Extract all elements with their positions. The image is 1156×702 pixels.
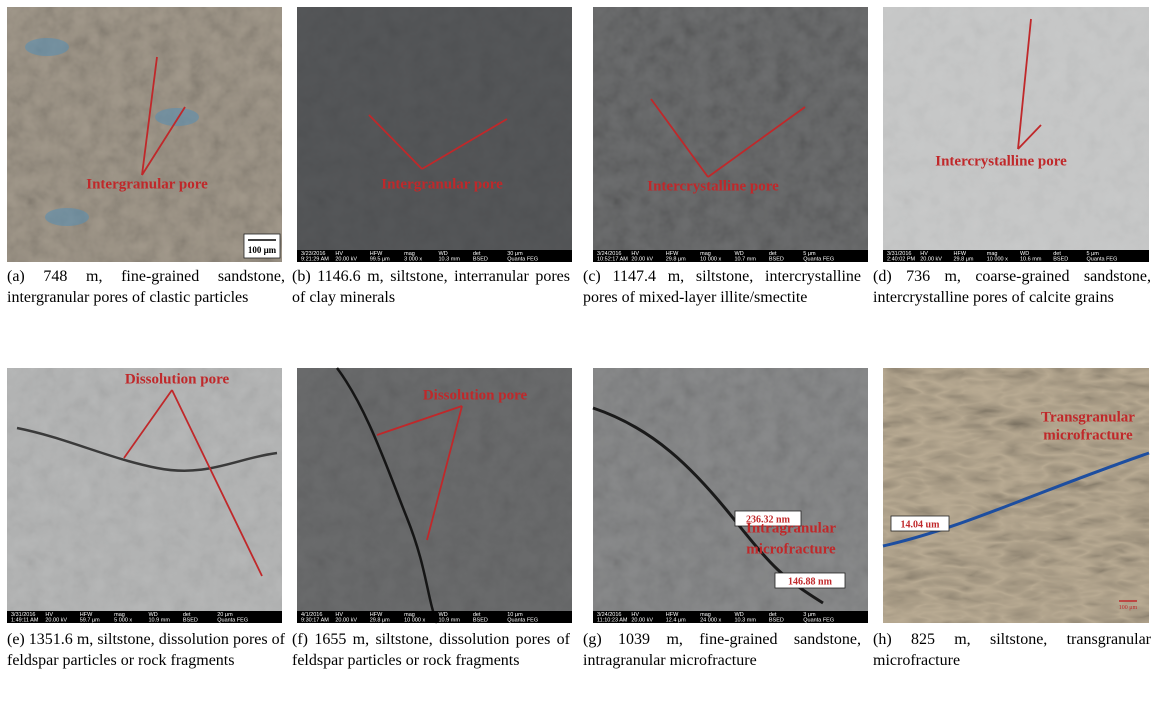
annotation-label: Intercrystalline pore xyxy=(647,178,779,194)
info-text: 20.00 kV xyxy=(335,257,357,263)
image-texture xyxy=(7,368,282,623)
annotation-label: Dissolution pore xyxy=(423,387,528,403)
info-text: 10:52:17 AM xyxy=(597,257,628,263)
info-text: 9:21:29 AM xyxy=(301,257,329,263)
image-texture xyxy=(883,7,1149,262)
info-text: 29.8 μm xyxy=(370,618,390,624)
annotation-label: Intercrystalline pore xyxy=(935,153,1067,169)
image-texture xyxy=(593,7,868,262)
pore xyxy=(25,38,69,56)
info-text: 20.00 kV xyxy=(631,618,653,624)
scale-label: 100 μm xyxy=(248,245,277,255)
micrograph: Intergranular pore 100 μm xyxy=(7,7,282,262)
info-text: 10.7 mm xyxy=(735,257,757,263)
info-text: 20.00 kV xyxy=(631,257,653,263)
info-text: Quanta FEG xyxy=(803,257,834,263)
info-text: Quanta FEG xyxy=(507,257,538,263)
info-text: 9:30:17 AM xyxy=(301,618,329,624)
image-texture xyxy=(883,368,1149,623)
info-text: BSED xyxy=(183,618,198,624)
info-text: 10.3 mm xyxy=(439,257,461,263)
caption: (h) 825 m, siltstone, transgranular micr… xyxy=(873,629,1151,671)
info-text: 29.8 μm xyxy=(954,257,974,263)
info-text: Quanta FEG xyxy=(507,618,538,624)
info-text: 99.5 μm xyxy=(370,257,390,263)
caption: (e) 1351.6 m, siltstone, dissolution por… xyxy=(7,629,285,671)
info-text: 1:49:11 AM xyxy=(11,618,39,624)
info-text: 5 000 x xyxy=(114,618,132,624)
info-text: 59.7 μm xyxy=(80,618,100,624)
info-text: BSED xyxy=(473,618,488,624)
caption: (d) 736 m, coarse-grained sandstone, int… xyxy=(873,266,1151,308)
info-text: BSED xyxy=(473,257,488,263)
info-text: 3 000 x xyxy=(404,257,422,263)
image-texture xyxy=(297,368,572,623)
figure: Intergranular pore100 μmIntergranular po… xyxy=(0,0,1156,702)
micrograph: Dissolution pore3/31/20161:49:11 AMHV20.… xyxy=(7,368,282,624)
annotation-label: microfracture xyxy=(1043,427,1133,443)
pore xyxy=(155,108,199,126)
pore xyxy=(45,208,89,226)
info-text: 24 000 x xyxy=(700,618,721,624)
info-text: Quanta FEG xyxy=(803,618,834,624)
info-text: BSED xyxy=(1053,257,1068,263)
annotation-label: microfracture xyxy=(746,541,836,557)
info-text: Quanta FEG xyxy=(217,618,248,624)
info-text: 10 000 x xyxy=(700,257,721,263)
measure-label: 14.04 um xyxy=(901,520,941,531)
caption: (a) 748 m, fine-grained sandstone, inter… xyxy=(7,266,285,308)
info-text: 10.9 mm xyxy=(439,618,461,624)
caption: (b) 1146.6 m, siltstone, interranular po… xyxy=(292,266,570,308)
info-text: BSED xyxy=(769,618,784,624)
annotation-label: Intergranular pore xyxy=(86,176,208,192)
image-texture xyxy=(297,7,572,262)
page: Intergranular pore100 μmIntergranular po… xyxy=(0,0,1156,702)
measure-label: 146.88 nm xyxy=(788,577,833,588)
annotation-label: Intergranular pore xyxy=(381,176,503,192)
info-text: BSED xyxy=(769,257,784,263)
info-text: 10 000 x xyxy=(987,257,1008,263)
caption: (g) 1039 m, fine-grained sandstone, intr… xyxy=(583,629,861,671)
info-text: Quanta FEG xyxy=(1087,257,1118,263)
annotation-label: Transgranular xyxy=(1041,409,1135,425)
info-text: 2:40:02 PM xyxy=(887,257,916,263)
annotation-label: Dissolution pore xyxy=(125,371,230,387)
info-text: 11:10:23 AM xyxy=(597,618,628,624)
annotation-label: Intragranular xyxy=(746,520,836,536)
info-text: 10.3 mm xyxy=(735,618,757,624)
info-text: 20.00 kV xyxy=(45,618,67,624)
info-text: 12.4 μm xyxy=(666,618,686,624)
micrograph: 14.04 um Transgranular microfracture 100 μm xyxy=(883,368,1149,623)
info-text: 20.00 kV xyxy=(920,257,942,263)
info-text: 10.9 mm xyxy=(149,618,171,624)
info-text: 10 000 x xyxy=(404,618,425,624)
info-text: 29.8 μm xyxy=(666,257,686,263)
info-text: 20.00 kV xyxy=(335,618,357,624)
caption: (f) 1655 m, siltstone, dissolution pores… xyxy=(292,629,570,671)
scale-label: 100 μm xyxy=(1119,605,1138,611)
info-text: 10.6 mm xyxy=(1020,257,1042,263)
caption: (c) 1147.4 m, siltstone, intercrystallin… xyxy=(583,266,861,308)
